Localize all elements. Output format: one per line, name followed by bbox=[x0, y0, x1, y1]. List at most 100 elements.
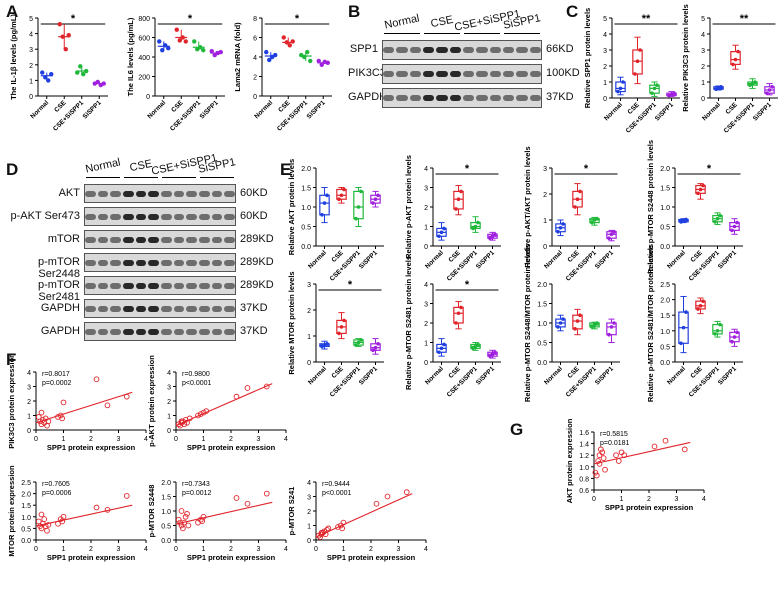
blot-d-band bbox=[148, 236, 159, 243]
chart-g-point bbox=[651, 443, 658, 450]
chart-e8-point bbox=[701, 299, 705, 303]
chart-f1-stat-0: r=0.8017 bbox=[42, 371, 70, 378]
chart-e7-box bbox=[606, 322, 617, 336]
chart-e8-point bbox=[718, 322, 722, 327]
chart-e8-point bbox=[735, 330, 739, 335]
chart-f3-point bbox=[38, 511, 45, 518]
panel-letter-f: F bbox=[6, 350, 17, 369]
blot-b-band bbox=[476, 71, 488, 77]
chart-e8-ylabel: Relative p-MTOR S2481/MTOR protein level… bbox=[646, 244, 655, 402]
chart-f4-stat-1: p=0.0012 bbox=[182, 490, 211, 497]
chart-a2-xtick-label-cse: CSE bbox=[170, 99, 185, 114]
chart-f2-xtick-label: 3 bbox=[257, 436, 261, 443]
chart-c1-point bbox=[621, 80, 625, 84]
chart-e2-point bbox=[459, 189, 463, 194]
chart-f3-xticks: 0 1 2 3 4 bbox=[34, 540, 148, 553]
chart-e3-axes: 0 1 2 3 Relative p-AKT/AKT protein levels bbox=[523, 146, 620, 268]
chart-e4-xtick-label-cse: CSE bbox=[690, 249, 705, 264]
chart-a3-point bbox=[264, 49, 269, 55]
chart-e5-xtick-label-normal: Normal bbox=[307, 365, 328, 386]
chart-a2-ytick-label: 800 bbox=[138, 16, 150, 23]
blot-d-band bbox=[173, 190, 185, 197]
chart-e8-ytick-label: 2.0 bbox=[660, 298, 670, 305]
chart-a1-point bbox=[40, 70, 45, 75]
blot-d-band bbox=[135, 213, 147, 220]
chart-c2-ylabel: Relative PIK3C3 protein levels bbox=[681, 4, 690, 112]
blot-d-blot-strip bbox=[84, 184, 236, 203]
chart-f4-regression-line bbox=[175, 501, 273, 525]
blot-d-band bbox=[224, 259, 235, 266]
chart-f5-regression-line bbox=[315, 493, 413, 538]
blot-d-kd-label: 289KD bbox=[240, 232, 274, 245]
chart-e1-point bbox=[359, 189, 363, 194]
blot-d-band bbox=[135, 259, 147, 266]
chart-c1-axes: 0 1 2 3 4 5 Relative SPP1 protein levels bbox=[583, 8, 680, 108]
chart-f1-xtick-label: 3 bbox=[117, 436, 121, 443]
chart-f5-xlabel: SPP1 protein expression bbox=[327, 553, 416, 562]
chart-e1-point bbox=[371, 201, 375, 205]
blot-d-band bbox=[110, 190, 121, 197]
chart-e3-point bbox=[558, 226, 563, 230]
chart-e1-point bbox=[320, 213, 324, 217]
blot-d-band bbox=[110, 236, 121, 243]
chart-f1-xlabel: SPP1 protein expression bbox=[47, 443, 136, 452]
chart-a3-axes: 0 2 4 6 8 Lama2 mRNA (fold) bbox=[233, 16, 332, 101]
chart-f4-ytick-label: 2.0 bbox=[161, 480, 171, 487]
chart-e3-xtick-label-cse: CSE bbox=[567, 249, 582, 264]
chart-f4-point bbox=[175, 516, 182, 523]
chart-c2-xtick-label-normal: Normal bbox=[701, 101, 722, 122]
blot-d-band bbox=[224, 305, 235, 312]
chart-f1-point bbox=[60, 399, 67, 406]
chart-f2-xtick-label: 2 bbox=[229, 436, 233, 443]
chart-e7-point bbox=[609, 325, 614, 329]
blot-b-band bbox=[449, 71, 461, 77]
chart-e4-xtick-label-normal: Normal bbox=[666, 249, 687, 270]
chart-e7-point bbox=[558, 321, 563, 325]
chart-e1-point bbox=[376, 193, 380, 198]
chart-g-ytick-label: 0.6 bbox=[579, 488, 589, 495]
chart-f1-ytick-label: 4 bbox=[27, 370, 31, 377]
chart-c1-point bbox=[633, 72, 637, 76]
blot-d-blot-strip bbox=[84, 276, 236, 295]
blot-d-band bbox=[161, 282, 172, 289]
blot-d-band bbox=[97, 259, 109, 266]
chart-a3-ytick-label: 8 bbox=[253, 16, 257, 23]
chart-e7-xtick-label-normal: Normal bbox=[543, 365, 564, 386]
chart-a3-point bbox=[281, 35, 286, 40]
chart-e1-point bbox=[337, 197, 341, 201]
chart-e2-xtick-label-sispp1: SiSPP1 bbox=[475, 249, 496, 270]
chart-g-xtick-label: 4 bbox=[702, 496, 706, 503]
blot-d-band bbox=[173, 282, 185, 289]
blot-d-band bbox=[85, 259, 96, 266]
chart-e8-ytick-label: 1.5 bbox=[660, 313, 670, 320]
chart-e7-point bbox=[607, 332, 611, 337]
chart-f2-xticks: 0 1 2 3 4 bbox=[174, 430, 288, 443]
chart-e3-ylabel: Relative p-AKT/AKT protein levels bbox=[523, 146, 532, 267]
chart-e6-ytick-label: 2 bbox=[424, 321, 428, 328]
chart-f5-xtick-label: 1 bbox=[342, 546, 346, 553]
chart-c1-ytick-label: 4 bbox=[603, 32, 607, 39]
blot-d-band bbox=[110, 213, 121, 220]
blot-b-band bbox=[476, 47, 488, 53]
chart-a2-point bbox=[157, 39, 162, 44]
chart-a3-ytick-label: 2 bbox=[253, 75, 257, 82]
chart-e4-ytick-label: 0.0 bbox=[660, 244, 670, 251]
blot-b-lane-underline bbox=[504, 33, 540, 34]
chart-e6-point bbox=[493, 350, 497, 355]
chart-a2-point bbox=[201, 47, 206, 53]
chart-e4-significance-label: * bbox=[707, 163, 712, 175]
chart-e8-point bbox=[713, 332, 717, 336]
blot-b-band bbox=[383, 71, 395, 77]
chart-e1-xtick-label-sispp1: SiSPP1 bbox=[358, 249, 379, 270]
blot-d-band bbox=[211, 282, 223, 289]
chart-f1-point bbox=[104, 402, 111, 409]
chart-g-ylabel: AKT protein expression bbox=[565, 418, 574, 503]
blot-d-blot-strip bbox=[84, 299, 236, 318]
chart-e3-point bbox=[573, 205, 577, 209]
blot-d-band bbox=[97, 236, 109, 243]
chart-e2-ytick-label: 0 bbox=[424, 244, 428, 251]
chart-e8-ytick-label: 1.0 bbox=[660, 329, 670, 336]
chart-f5-xtick-label: 0 bbox=[314, 546, 318, 553]
chart-f3-point bbox=[60, 513, 67, 520]
chart-e1-point bbox=[354, 216, 358, 221]
